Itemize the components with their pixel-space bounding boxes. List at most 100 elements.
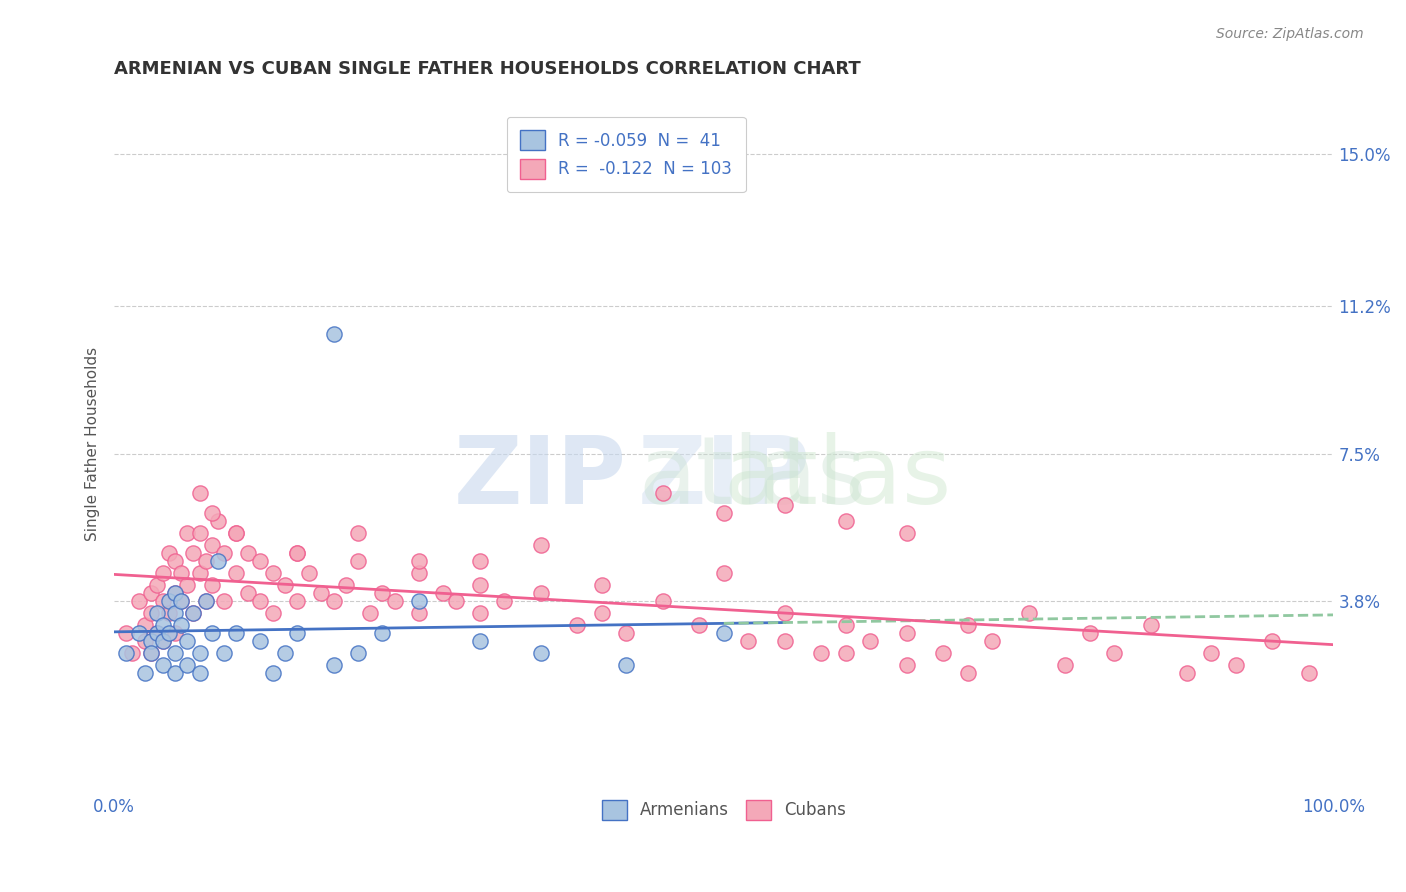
Point: [956, 618, 979, 632]
Point: [146, 606, 169, 620]
Point: [212, 594, 235, 608]
Point: [170, 566, 193, 581]
Point: [262, 606, 284, 620]
Point: [468, 606, 491, 620]
Point: [408, 554, 430, 568]
Text: Source: ZipAtlas.com: Source: ZipAtlas.com: [1216, 27, 1364, 41]
Point: [347, 646, 370, 660]
Point: [152, 618, 174, 632]
Point: [834, 618, 856, 632]
Point: [152, 594, 174, 608]
Point: [134, 634, 156, 648]
Point: [384, 594, 406, 608]
Point: [249, 634, 271, 648]
Point: [1225, 657, 1247, 672]
Point: [311, 586, 333, 600]
Point: [170, 594, 193, 608]
Point: [591, 578, 613, 592]
Point: [152, 634, 174, 648]
Point: [188, 665, 211, 680]
Point: [956, 665, 979, 680]
Point: [188, 486, 211, 500]
Point: [591, 606, 613, 620]
Point: [165, 586, 187, 600]
Point: [165, 665, 187, 680]
Point: [468, 578, 491, 592]
Point: [207, 554, 229, 568]
Point: [157, 606, 180, 620]
Point: [212, 646, 235, 660]
Point: [238, 586, 260, 600]
Legend: Armenians, Cubans: Armenians, Cubans: [588, 786, 859, 833]
Point: [170, 618, 193, 632]
Point: [773, 606, 796, 620]
Point: [285, 546, 308, 560]
Point: [468, 554, 491, 568]
Point: [194, 554, 217, 568]
Point: [212, 546, 235, 560]
Point: [371, 626, 394, 640]
Point: [773, 634, 796, 648]
Point: [201, 578, 224, 592]
Point: [371, 586, 394, 600]
Point: [981, 634, 1004, 648]
Point: [444, 594, 467, 608]
Point: [322, 594, 344, 608]
Point: [139, 646, 162, 660]
Point: [115, 646, 138, 660]
Point: [651, 594, 673, 608]
Point: [152, 634, 174, 648]
Point: [134, 665, 156, 680]
Point: [225, 626, 247, 640]
Point: [194, 594, 217, 608]
Point: [176, 657, 198, 672]
Point: [530, 538, 553, 552]
Point: [183, 606, 205, 620]
Text: atlas: atlas: [638, 433, 866, 524]
Point: [152, 566, 174, 581]
Point: [1054, 657, 1077, 672]
Point: [201, 626, 224, 640]
Point: [134, 618, 156, 632]
Point: [810, 646, 832, 660]
Text: atlas: atlas: [724, 433, 952, 524]
Point: [201, 507, 224, 521]
Point: [834, 514, 856, 528]
Point: [298, 566, 321, 581]
Point: [859, 634, 882, 648]
Point: [146, 626, 169, 640]
Point: [188, 646, 211, 660]
Point: [688, 618, 710, 632]
Point: [188, 566, 211, 581]
Y-axis label: Single Father Households: Single Father Households: [86, 346, 100, 541]
Point: [285, 546, 308, 560]
Point: [651, 486, 673, 500]
Point: [121, 646, 143, 660]
Point: [139, 634, 162, 648]
Point: [834, 646, 856, 660]
Point: [1298, 665, 1320, 680]
Point: [165, 646, 187, 660]
Point: [201, 538, 224, 552]
Point: [347, 526, 370, 541]
Point: [225, 526, 247, 541]
Point: [285, 594, 308, 608]
Point: [773, 499, 796, 513]
Point: [932, 646, 955, 660]
Point: [188, 526, 211, 541]
Point: [170, 594, 193, 608]
Point: [713, 626, 735, 640]
Point: [157, 546, 180, 560]
Point: [176, 526, 198, 541]
Point: [165, 626, 187, 640]
Point: [1175, 665, 1198, 680]
Point: [359, 606, 381, 620]
Point: [115, 626, 138, 640]
Point: [194, 594, 217, 608]
Point: [494, 594, 516, 608]
Point: [530, 586, 553, 600]
Point: [176, 578, 198, 592]
Point: [146, 578, 169, 592]
Point: [165, 606, 187, 620]
Point: [1201, 646, 1223, 660]
